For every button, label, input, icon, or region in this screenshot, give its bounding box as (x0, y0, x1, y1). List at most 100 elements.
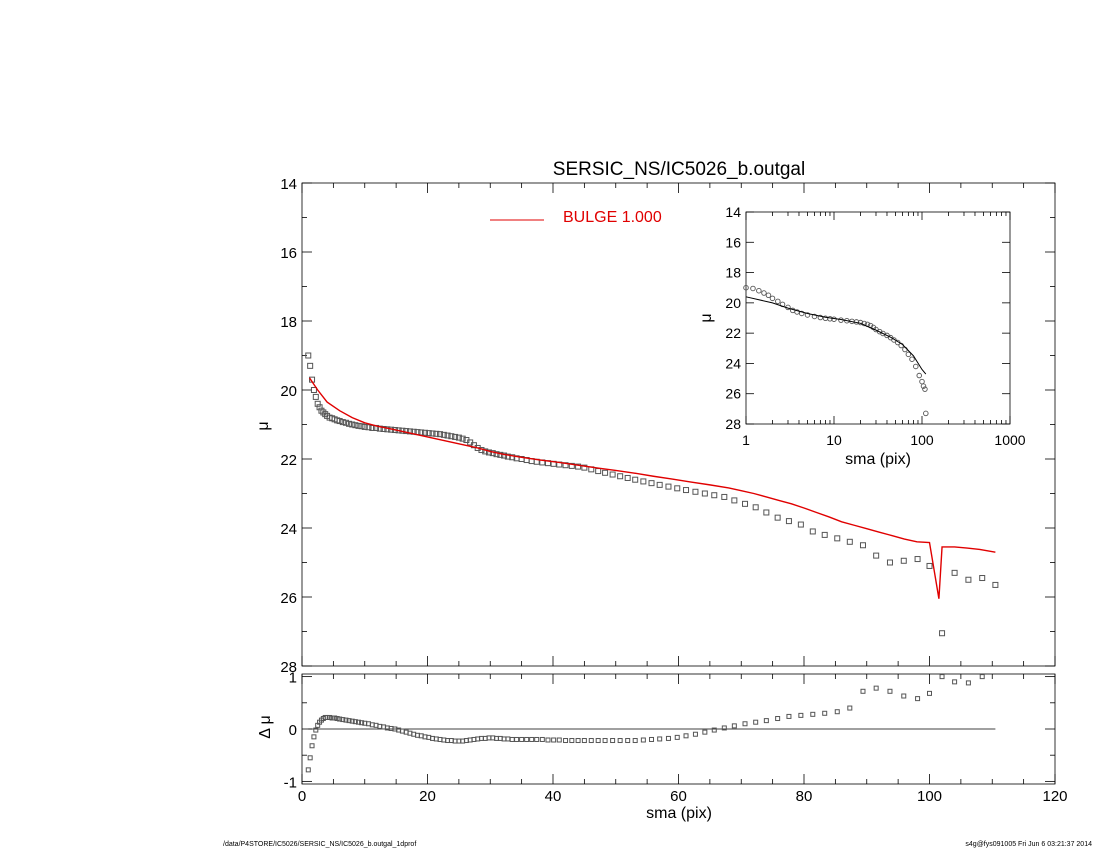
main-data-point (433, 430, 440, 437)
main-data-point (648, 480, 655, 487)
inset-plot-frame (745, 211, 1011, 425)
residual-data-point (311, 734, 317, 740)
residual-data-point (702, 729, 708, 735)
residual-data-point (683, 733, 689, 739)
main-data-point (992, 581, 999, 588)
residual-data-point (595, 738, 601, 744)
main-data-point (731, 497, 738, 504)
residual-data-point (617, 738, 623, 744)
main-y-tick-label: 16 (280, 245, 297, 262)
residual-data-point (556, 737, 562, 743)
residual-data-point (334, 716, 340, 722)
inset-y-tick-label: 28 (725, 416, 741, 432)
residual-data-point (519, 736, 525, 742)
main-data-point (581, 464, 588, 471)
main-data-point (455, 434, 462, 441)
inset-data-point (804, 312, 811, 318)
inset-data-point (905, 351, 912, 358)
residual-data-point (581, 738, 587, 744)
main-data-point (485, 449, 492, 456)
residual-data-point (674, 734, 680, 740)
inset-panel: 14 16 18 20 22 24 26 281 10 100 1000 (725, 204, 1025, 448)
residual-data-point (952, 679, 958, 685)
main-data-point (504, 453, 511, 460)
residual-data-point (610, 738, 616, 744)
main-data-point (785, 518, 792, 525)
main-data-point (873, 552, 880, 559)
residual-data-point (860, 688, 866, 694)
inset-y-tick-label: 14 (725, 204, 741, 220)
residual-data-point (340, 717, 346, 723)
residual-data-point (657, 736, 663, 742)
main-data-point (846, 538, 853, 545)
main-data-point (440, 431, 447, 438)
main-data-point (346, 420, 353, 427)
inset-y-tick-label: 26 (725, 386, 741, 402)
residual-data-point (588, 738, 594, 744)
main-data-point (444, 432, 451, 439)
residual-data-point (847, 705, 853, 711)
main-y-tick-label: 14 (280, 176, 297, 193)
residual-data-point (786, 713, 792, 719)
residual-data-point (822, 710, 828, 716)
residual-data-point (965, 680, 971, 686)
residual-data-point (563, 738, 569, 744)
main-data-point (493, 451, 500, 458)
legend: BULGE 1.000 (490, 209, 662, 226)
main-data-point (448, 433, 455, 440)
residual-x-tick-label: 40 (545, 788, 562, 805)
inset-data-point (750, 285, 756, 292)
main-data-point (352, 422, 359, 429)
main-data-point (809, 528, 816, 535)
residual-data-point (529, 736, 535, 742)
residual-data-point (307, 755, 313, 761)
main-data-point (965, 576, 972, 583)
inset-data-point (913, 363, 919, 370)
main-data-point (721, 493, 728, 500)
main-data-point (452, 433, 459, 440)
inset-x-tick-label: 1000 (994, 432, 1025, 448)
residual-data-point (763, 718, 769, 724)
inset-x-tick-label: 100 (910, 432, 934, 448)
inset-data-point (916, 372, 922, 379)
main-data-point (429, 430, 436, 437)
residual-x-tick-label: 20 (419, 788, 436, 805)
inset-y-tick-label: 20 (725, 295, 741, 311)
residual-data-point (873, 685, 879, 691)
residual-data-point (327, 714, 333, 720)
residual-data-point (649, 736, 655, 742)
residual-data-point (514, 736, 520, 742)
inset-model-line (745, 296, 927, 375)
residual-data-point (721, 725, 727, 731)
main-data-point (859, 542, 866, 549)
residual-x-tick-label: 120 (1042, 788, 1067, 805)
main-data-point (305, 352, 312, 359)
main-data-point (336, 418, 343, 425)
inset-data-point (769, 295, 776, 302)
main-panel: 14 16 18 20 22 24 26 28 (280, 176, 1056, 676)
inset-data-point (775, 298, 781, 305)
main-data-point (307, 362, 314, 369)
main-data-point (437, 431, 444, 438)
main-data-point (339, 419, 346, 426)
main-data-point (711, 492, 718, 499)
main-data-point (797, 521, 804, 528)
residual-data-point (640, 737, 646, 743)
main-data-point (665, 483, 672, 490)
residual-data-point (632, 738, 638, 744)
main-y-axis-label: μ (255, 421, 272, 430)
main-data-point (314, 400, 321, 407)
residual-x-axis-label: sma (pix) (646, 805, 712, 822)
legend-label-bulge: BULGE 1.000 (563, 209, 662, 226)
main-y-tick-label: 26 (280, 590, 297, 607)
inset-data-point (827, 316, 833, 322)
residual-data-point (834, 709, 840, 715)
residual-y-tick-label: -1 (284, 774, 297, 791)
residual-data-point (775, 716, 781, 722)
main-data-point (926, 562, 933, 569)
residual-data-point (551, 737, 557, 743)
main-data-point (656, 481, 663, 488)
main-y-tick-label: 20 (280, 383, 297, 400)
main-data-point (821, 531, 828, 538)
